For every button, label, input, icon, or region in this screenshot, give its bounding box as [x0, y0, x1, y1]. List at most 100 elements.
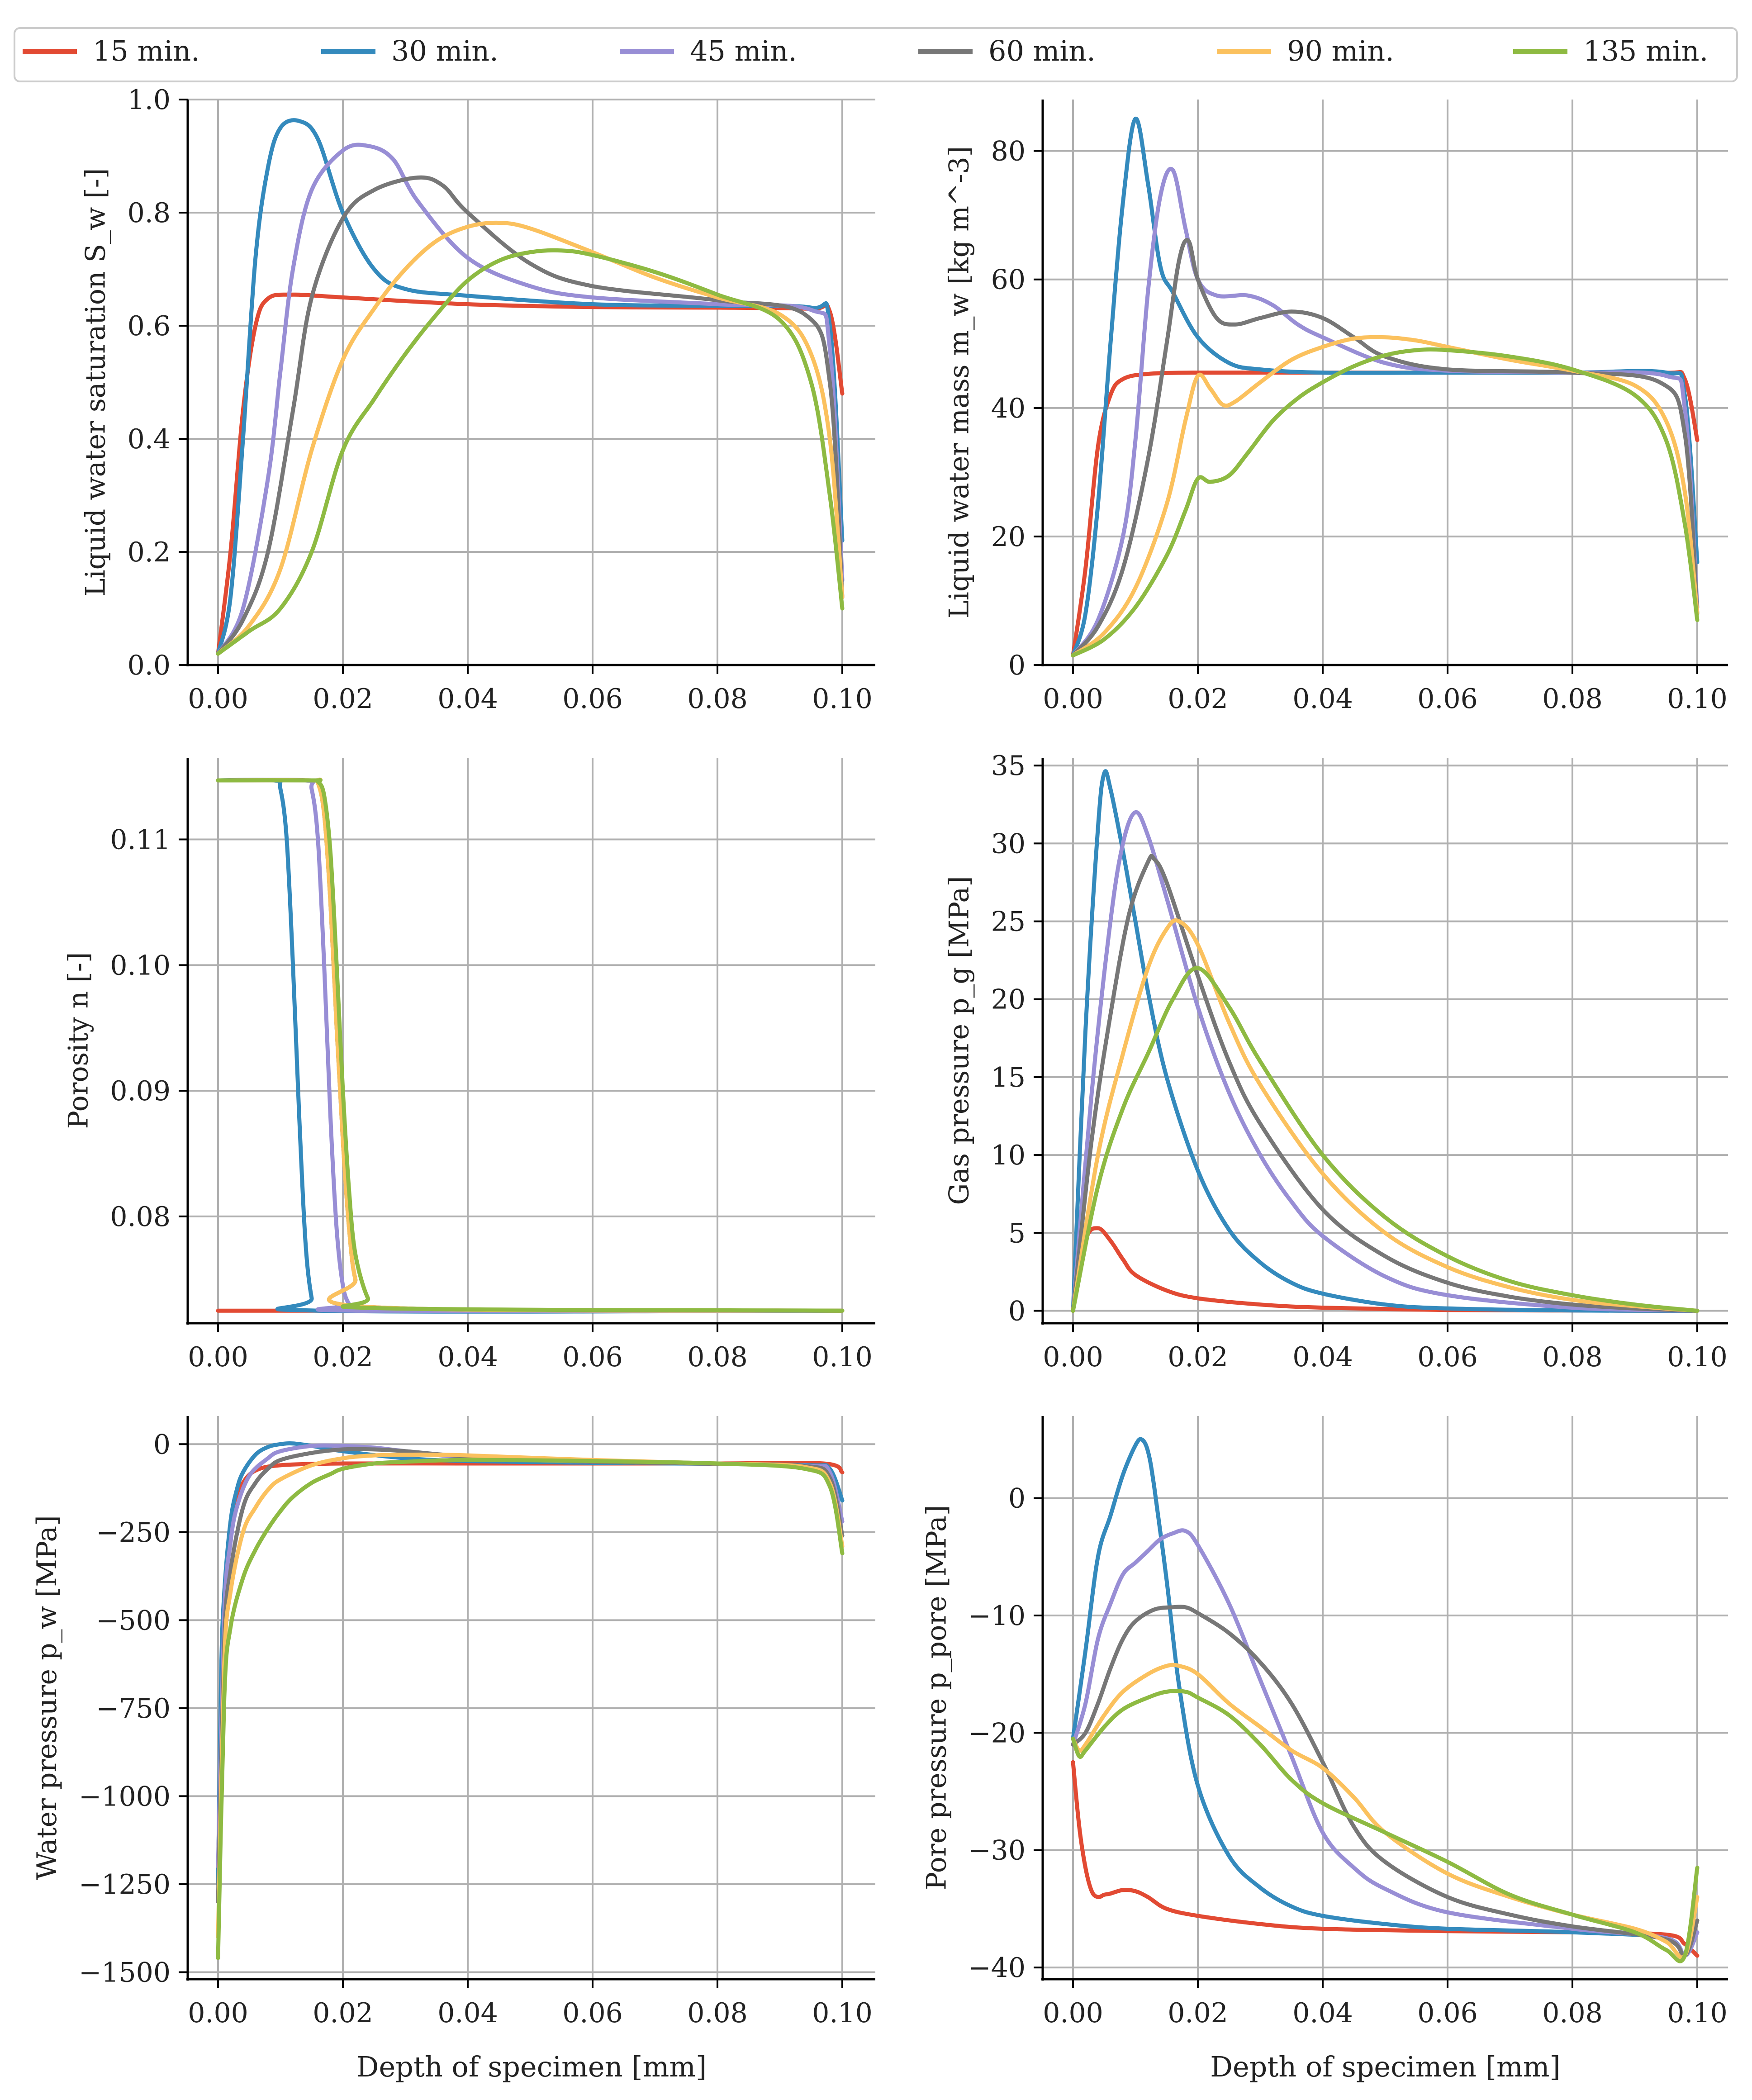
- y-axis-label: Porosity n [-]: [62, 952, 94, 1129]
- chart-pore-pressure: 0.00 0.02 0.04 0.06 0.08 0.10 0 −10 −20 −30 −40 Por…: [921, 1416, 1728, 2083]
- y-tick-label: 1.0: [128, 84, 171, 116]
- y-tick-label: 40: [991, 393, 1026, 424]
- x-tick-label: 0.10: [1667, 1341, 1728, 1373]
- x-tick-label: 0.02: [1168, 683, 1228, 715]
- y-axis-label: Liquid water mass m_w [kg m^-3]: [944, 146, 975, 618]
- legend-label: 90 min.: [1287, 34, 1394, 67]
- legend-item: 90 min.: [1217, 34, 1394, 67]
- y-tick-label: 5: [1008, 1217, 1026, 1249]
- x-tick-label: 0.02: [1168, 1341, 1228, 1373]
- x-tick-label: 0.04: [437, 1997, 498, 2029]
- x-tick-label: 0.06: [562, 1997, 623, 2029]
- y-tick-label: 0: [1008, 1483, 1026, 1515]
- series-line-30-min: [1071, 769, 1700, 1313]
- x-tick-label: 0.04: [437, 1341, 498, 1373]
- x-tick-label: 0.10: [1667, 683, 1728, 715]
- x-tick-label: 0.06: [1417, 1997, 1478, 2029]
- x-tick-label: 0.02: [313, 683, 373, 715]
- y-tick-label: −20: [968, 1717, 1026, 1749]
- x-tick-label: 0.00: [1043, 683, 1103, 715]
- series-line-135-min: [1071, 966, 1700, 1313]
- series-line-135-min: [216, 778, 845, 1313]
- x-tick-label: 0.10: [812, 1341, 873, 1373]
- y-tick-label: −250: [96, 1517, 171, 1549]
- series-line-90-min: [1071, 918, 1700, 1313]
- legend-item: 60 min.: [918, 34, 1096, 67]
- y-tick-label: 0.6: [128, 310, 171, 342]
- series-group: [1071, 769, 1700, 1313]
- x-tick-label: 0.00: [1043, 1997, 1103, 2029]
- x-tick-label: 0.00: [188, 683, 248, 715]
- series-group: [216, 1441, 845, 1960]
- series-line-45-min: [216, 778, 845, 1313]
- x-tick-label: 0.00: [188, 1341, 248, 1373]
- x-tick-label: 0.08: [1542, 1341, 1603, 1373]
- series-line-90-min: [216, 220, 845, 656]
- y-tick-label: 0.0: [128, 650, 171, 681]
- series-line-60-min: [1071, 238, 1700, 658]
- y-tick-label: 0.2: [128, 537, 171, 568]
- x-tick-label: 0.04: [1292, 1997, 1353, 2029]
- x-tick-label: 0.04: [1292, 1341, 1353, 1373]
- series-line-45-min: [1071, 166, 1700, 658]
- x-tick-label: 0.04: [1292, 683, 1353, 715]
- y-tick-label: 20: [991, 984, 1026, 1016]
- x-tick-label: 0.08: [1542, 683, 1603, 715]
- series-group: [1071, 1437, 1700, 1963]
- series-line-45-min: [1071, 1528, 1700, 1958]
- x-tick-label: 0.06: [1417, 1341, 1478, 1373]
- x-tick-label: 0.04: [437, 683, 498, 715]
- series-line-60-min: [1071, 854, 1700, 1313]
- chart-gas-pressure: 0.00 0.02 0.04 0.06 0.08 0.10 0 5 10 15 20 25 30 35 Ga…: [944, 750, 1728, 1373]
- y-tick-label: −1250: [79, 1869, 171, 1900]
- legend-item: 30 min.: [321, 34, 499, 67]
- legend-label: 15 min.: [93, 34, 200, 67]
- series-group: [216, 118, 845, 656]
- series-group: [1071, 117, 1700, 658]
- series-line-45-min: [216, 143, 845, 656]
- x-tick-label: 0.06: [562, 683, 623, 715]
- y-tick-label: 10: [991, 1140, 1026, 1171]
- y-tick-label: 0: [153, 1429, 171, 1460]
- y-tick-label: 0.08: [110, 1201, 171, 1233]
- legend-item: 15 min.: [23, 34, 200, 67]
- x-axis-label: Depth of specimen [mm]: [1210, 2050, 1560, 2083]
- series-line-60-min: [1071, 1605, 1700, 1958]
- series-line-90-min: [1071, 1663, 1700, 1960]
- series-line-60-min: [216, 175, 845, 656]
- x-tick-label: 0.02: [1168, 1997, 1228, 2029]
- chart-porosity: 0.00 0.02 0.04 0.06 0.08 0.10 0.08 0.09 0.10 0.11…: [62, 758, 875, 1373]
- x-tick-label: 0.08: [687, 1997, 748, 2029]
- y-tick-label: 30: [991, 828, 1026, 860]
- panels: 0.00 0.02 0.04 0.06 0.08 0.10 0.0 0.2 0.4 0.6 0.8 1…: [31, 84, 1728, 2083]
- x-tick-label: 0.08: [687, 683, 748, 715]
- y-tick-label: 60: [991, 264, 1026, 296]
- legend-label: 45 min.: [690, 34, 797, 67]
- x-tick-label: 0.10: [812, 683, 873, 715]
- y-tick-label: −750: [96, 1693, 171, 1725]
- y-tick-label: 0.8: [128, 197, 171, 229]
- y-tick-label: −10: [968, 1600, 1026, 1632]
- legend-item: 45 min.: [620, 34, 797, 67]
- legend-item: 135 min.: [1513, 34, 1708, 67]
- series-group: [216, 777, 845, 1314]
- chart-saturation: 0.00 0.02 0.04 0.06 0.08 0.10 0.0 0.2 0.4 0.6 0.8 1…: [80, 84, 875, 715]
- y-tick-label: −500: [96, 1605, 171, 1636]
- series-line-135-min: [1071, 1689, 1700, 1963]
- x-tick-label: 0.02: [313, 1341, 373, 1373]
- y-tick-label: 25: [991, 906, 1026, 938]
- x-tick-label: 0.10: [1667, 1997, 1728, 2029]
- y-tick-label: 0.09: [110, 1075, 171, 1107]
- chart-water-mass: 0.00 0.02 0.04 0.06 0.08 0.10 0 20 40 60 80 Liquid …: [944, 100, 1728, 715]
- y-axis-label: Water pressure p_w [MPa]: [31, 1515, 63, 1880]
- y-axis-label: Liquid water saturation S_w [-]: [80, 168, 112, 597]
- y-tick-label: 20: [991, 521, 1026, 553]
- y-tick-label: 0.4: [128, 423, 171, 455]
- series-line-30-min: [1071, 1437, 1700, 1958]
- y-tick-label: −1000: [79, 1781, 171, 1812]
- x-tick-label: 0.10: [812, 1997, 873, 2029]
- x-tick-label: 0.08: [1542, 1997, 1603, 2029]
- legend-label: 30 min.: [391, 34, 499, 67]
- y-tick-label: 15: [991, 1062, 1026, 1093]
